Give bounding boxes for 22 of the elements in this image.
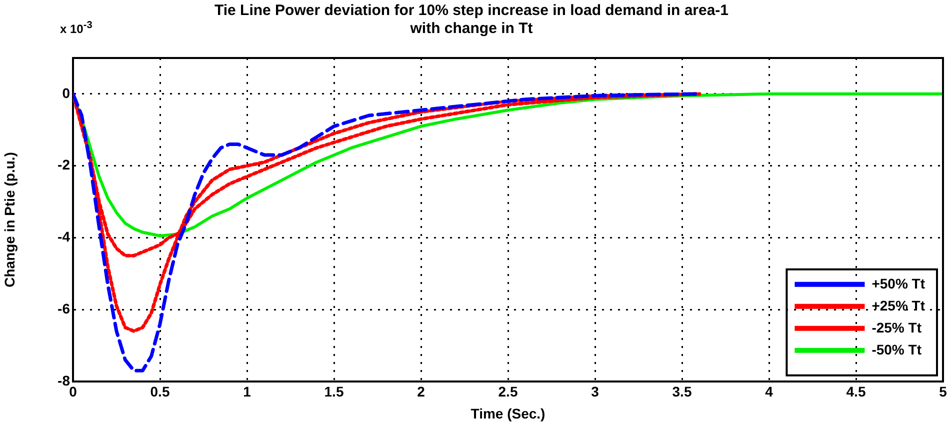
- y-tick-label: -8: [58, 372, 70, 388]
- x-tick-label: 4.5: [846, 384, 866, 400]
- x-tick-label: 1: [243, 384, 252, 400]
- x-tick-label: 3.5: [672, 384, 692, 400]
- x-axis-title: Time (Sec.): [470, 405, 546, 422]
- x-tick-label: 2: [417, 384, 426, 400]
- y-tick-label: 0: [62, 84, 70, 101]
- y-axis-title: Change in Ptie (p.u.): [1, 152, 18, 288]
- chart-title: Tie Line Power deviation for 10% step increase in load demand in area-1 with change in Tt: [214, 2, 729, 38]
- x-tick-label: 3: [591, 384, 600, 400]
- y-tick-label: -4: [58, 228, 70, 245]
- x-tick-label: 0.5: [150, 384, 170, 400]
- y-tick-label: -2: [58, 156, 70, 173]
- x-tick-label: 4: [765, 384, 774, 400]
- x-tick-label: 1.5: [324, 384, 344, 400]
- y-tick-label: -6: [58, 300, 70, 316]
- x-tick-label: 2.5: [498, 384, 518, 400]
- legend-label: +50% Tt: [872, 275, 926, 292]
- x-tick-label: 5: [939, 384, 948, 400]
- text: x 10$^{-3}$: [60, 20, 92, 36]
- legend-label: -25% Tt: [872, 319, 922, 336]
- legend-label: -50% Tt: [872, 341, 922, 358]
